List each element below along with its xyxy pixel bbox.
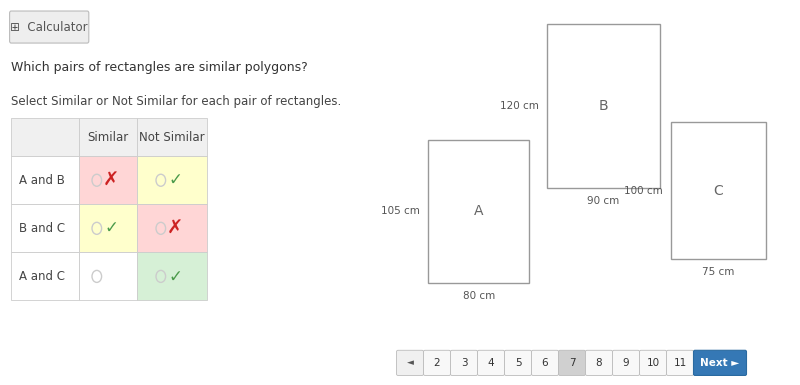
Text: B: B [598, 99, 608, 113]
Text: 11: 11 [674, 358, 686, 368]
Text: 5: 5 [514, 358, 522, 368]
Bar [11, 252, 79, 300]
Bar [11, 156, 79, 204]
Text: 3: 3 [461, 358, 467, 368]
Text: 2: 2 [434, 358, 440, 368]
Text: 4: 4 [488, 358, 494, 368]
Text: C: C [714, 184, 723, 198]
Text: A: A [474, 204, 483, 218]
Text: 120 cm: 120 cm [499, 101, 538, 111]
Text: ✗: ✗ [167, 219, 183, 238]
Text: 90 cm: 90 cm [587, 196, 619, 206]
Text: Next ►: Next ► [700, 358, 740, 368]
Bar [79, 252, 137, 300]
Text: Not Similar: Not Similar [139, 131, 205, 144]
Text: ✓: ✓ [168, 268, 182, 285]
FancyBboxPatch shape [531, 350, 558, 375]
Text: ✗: ✗ [103, 171, 119, 190]
Text: Which pairs of rectangles are similar polygons?: Which pairs of rectangles are similar po… [11, 60, 308, 74]
Text: A and C: A and C [19, 270, 66, 283]
FancyBboxPatch shape [613, 350, 639, 375]
Bar [11, 118, 79, 156]
Bar [428, 140, 530, 283]
Text: 100 cm: 100 cm [624, 186, 662, 196]
Bar [671, 122, 766, 259]
Bar [137, 204, 207, 252]
Text: Select Similar or Not Similar for each pair of rectangles.: Select Similar or Not Similar for each p… [11, 95, 342, 108]
Text: 9: 9 [622, 358, 630, 368]
Text: ◄: ◄ [406, 358, 414, 367]
Bar [137, 118, 207, 156]
FancyBboxPatch shape [10, 11, 89, 43]
FancyBboxPatch shape [558, 350, 586, 375]
Text: ✓: ✓ [104, 219, 118, 237]
FancyBboxPatch shape [639, 350, 666, 375]
Text: B and C: B and C [19, 222, 66, 235]
FancyBboxPatch shape [586, 350, 613, 375]
Text: 105 cm: 105 cm [382, 206, 420, 216]
FancyBboxPatch shape [397, 350, 423, 375]
Bar [11, 204, 79, 252]
FancyBboxPatch shape [505, 350, 531, 375]
FancyBboxPatch shape [666, 350, 694, 375]
Text: 10: 10 [646, 358, 659, 368]
Text: 75 cm: 75 cm [702, 267, 734, 277]
Bar [79, 156, 137, 204]
Bar [137, 252, 207, 300]
Text: Similar: Similar [87, 131, 129, 144]
Text: 8: 8 [596, 358, 602, 368]
FancyBboxPatch shape [450, 350, 478, 375]
Bar [79, 118, 137, 156]
Bar [137, 156, 207, 204]
Text: 6: 6 [542, 358, 548, 368]
Bar [79, 204, 137, 252]
Text: 7: 7 [569, 358, 575, 368]
Text: A and B: A and B [19, 174, 65, 187]
FancyBboxPatch shape [478, 350, 505, 375]
Bar [546, 24, 660, 188]
Text: 80 cm: 80 cm [462, 291, 495, 301]
Text: ✓: ✓ [168, 171, 182, 189]
Text: ⊞  Calculator: ⊞ Calculator [10, 20, 88, 33]
FancyBboxPatch shape [423, 350, 450, 375]
FancyBboxPatch shape [694, 350, 746, 375]
